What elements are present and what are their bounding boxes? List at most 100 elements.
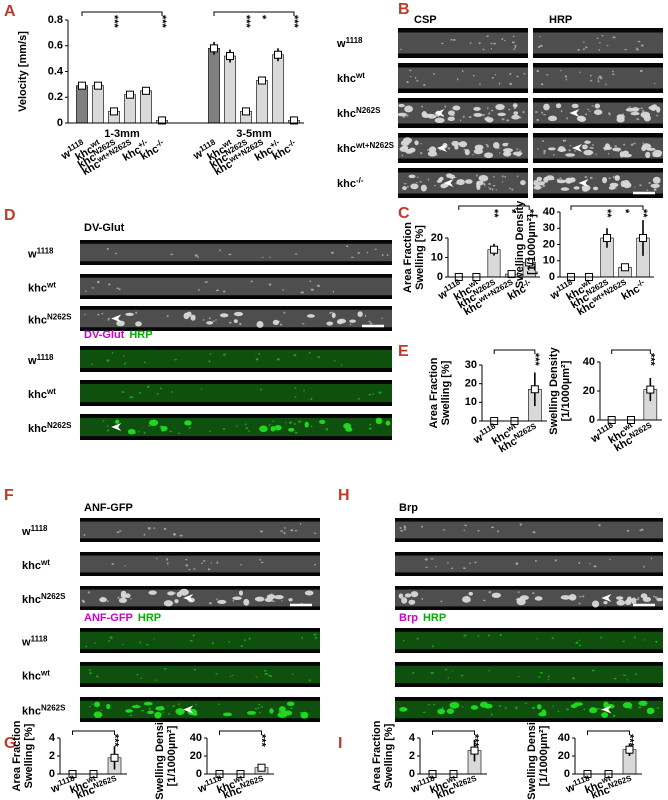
signal-puncta — [163, 600, 174, 607]
label-sup: wt — [504, 421, 517, 434]
axon-signal — [395, 521, 663, 539]
signal-puncta — [369, 423, 372, 426]
signal-puncta — [301, 323, 305, 325]
label-base: w — [21, 637, 31, 649]
signal-puncta — [99, 597, 107, 603]
signal-puncta — [404, 593, 412, 598]
signal-puncta — [148, 424, 151, 427]
y-tick-label: 0 — [589, 414, 595, 426]
signal-puncta — [490, 42, 493, 45]
signal-puncta — [547, 105, 550, 108]
signal-puncta — [472, 154, 475, 156]
signal-puncta — [291, 673, 294, 676]
signal-puncta — [646, 189, 649, 191]
signal-puncta — [584, 176, 588, 179]
signal-puncta — [596, 37, 599, 39]
signal-puncta — [592, 186, 599, 191]
signal-puncta — [637, 597, 640, 599]
mean-marker — [525, 258, 534, 267]
signal-puncta — [517, 591, 520, 593]
signal-puncta — [609, 182, 619, 188]
signal-puncta — [588, 110, 591, 112]
signal-puncta — [590, 74, 592, 77]
signal-puncta — [486, 115, 490, 118]
bracket — [72, 730, 115, 735]
signal-puncta — [446, 708, 455, 714]
signal-puncta — [166, 562, 169, 565]
signal-puncta — [565, 177, 573, 184]
signal-puncta — [569, 144, 572, 147]
column-header: HRP — [549, 14, 572, 26]
y-tick-label: 40 — [543, 206, 555, 218]
signal-puncta — [300, 523, 302, 525]
y-tick-label: 0 — [471, 415, 477, 427]
signal-puncta — [125, 312, 134, 317]
axon-signal — [80, 349, 392, 369]
signal-puncta — [114, 252, 118, 255]
label-sup: wt — [621, 420, 634, 433]
y-tick-label: 40 — [190, 732, 202, 744]
signal-puncta — [171, 390, 173, 394]
signal-puncta — [255, 358, 259, 361]
signal-puncta — [446, 173, 453, 179]
micrograph — [398, 63, 528, 93]
signal-puncta — [402, 115, 406, 118]
signal-puncta — [424, 558, 428, 561]
signal-puncta — [494, 73, 496, 76]
signal-puncta — [447, 110, 455, 116]
axon-signal — [80, 665, 320, 684]
signal-puncta — [648, 105, 657, 111]
signal-puncta — [656, 106, 661, 113]
signal-puncta — [449, 701, 460, 709]
signal-puncta — [626, 529, 630, 532]
signal-puncta — [613, 677, 617, 680]
signal-puncta — [243, 639, 247, 641]
signal-puncta — [381, 317, 383, 319]
arrowhead — [572, 144, 582, 152]
signal-puncta — [122, 355, 125, 357]
micrograph — [80, 380, 392, 406]
signal-puncta — [184, 420, 192, 426]
signal-puncta — [208, 430, 211, 432]
signal-puncta — [566, 117, 568, 120]
signal-puncta — [578, 116, 587, 123]
signal-puncta — [564, 75, 568, 78]
signal-puncta — [410, 183, 419, 190]
signal-puncta — [139, 641, 142, 644]
signal-puncta — [596, 105, 599, 108]
signal-puncta — [406, 114, 409, 117]
signal-puncta — [463, 634, 467, 637]
signal-puncta — [244, 423, 247, 426]
axon-signal — [398, 32, 528, 54]
axon-signal — [395, 555, 663, 573]
signal-puncta — [260, 599, 263, 602]
signal-puncta — [519, 116, 522, 119]
signal-puncta — [143, 432, 146, 435]
signal-puncta — [277, 712, 288, 718]
signal-puncta — [640, 111, 651, 118]
signal-puncta — [634, 673, 637, 675]
signal-puncta — [235, 425, 238, 427]
signal-puncta — [501, 38, 504, 41]
signal-puncta — [474, 561, 477, 564]
label-sup: wt — [46, 387, 56, 396]
signal-puncta — [614, 145, 618, 148]
signal-puncta — [357, 397, 360, 400]
signal-puncta — [400, 529, 404, 532]
signal-puncta — [378, 391, 382, 394]
signal-puncta — [101, 312, 104, 315]
signal-puncta — [198, 288, 200, 292]
signal-puncta — [565, 153, 576, 157]
signal-puncta — [582, 41, 585, 43]
signal-puncta — [523, 73, 526, 75]
signal-puncta — [463, 567, 466, 570]
image-title: ANF-GFP — [84, 502, 133, 514]
signal-puncta — [155, 706, 165, 711]
signal-puncta — [634, 636, 636, 639]
signal-puncta — [269, 256, 271, 258]
signal-puncta — [440, 600, 443, 603]
signal-puncta — [439, 176, 444, 181]
label-sup: wt — [46, 280, 56, 289]
signal-puncta — [477, 635, 480, 637]
signal-puncta — [222, 427, 226, 431]
